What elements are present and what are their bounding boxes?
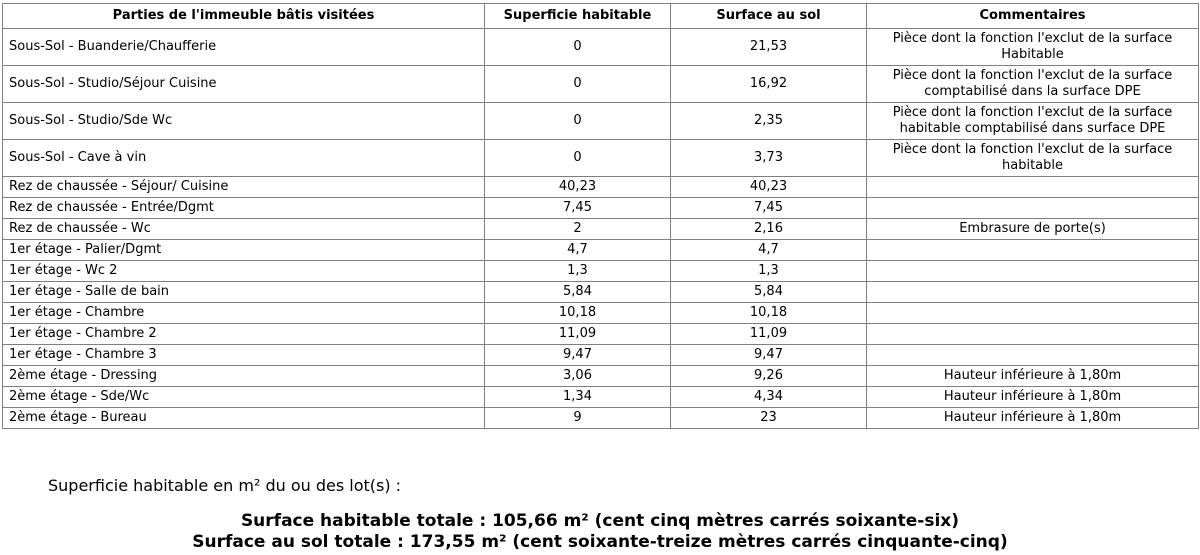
cell-sol: 40,23 [670,176,867,198]
cell-sol: 10,18 [670,302,867,324]
table-row: 2ème étage - Sde/Wc 1,34 4,34 Hauteur in… [2,386,1199,408]
comment-line: habitable [1002,158,1063,173]
cell-comment: Hauteur inférieure à 1,80m [866,365,1199,387]
cell-part: 2ème étage - Dressing [2,365,485,387]
cell-sol: 4,7 [670,239,867,261]
cell-comment [866,197,1199,219]
cell-part: Rez de chaussée - Séjour/ Cuisine [2,176,485,198]
cell-part: 1er étage - Chambre 2 [2,323,485,345]
cell-part: 1er étage - Wc 2 [2,260,485,282]
table-row: Sous-Sol - Studio/Séjour Cuisine 0 16,92… [2,65,1199,103]
cell-comment: Embrasure de porte(s) [866,218,1199,240]
header-comment: Commentaires [866,3,1199,29]
cell-sol: 9,26 [670,365,867,387]
comment-line: comptabilisé dans la surface DPE [924,84,1141,99]
summary-label: Superficie habitable en m² du ou des lot… [48,476,402,495]
cell-part: 1er étage - Salle de bain [2,281,485,303]
cell-part: Sous-Sol - Studio/Séjour Cuisine [2,65,485,103]
cell-sol: 3,73 [670,139,867,177]
total-sol: Surface au sol totale : 173,55 m² (cent … [192,532,1008,552]
cell-sol: 4,34 [670,386,867,408]
table-row: Rez de chaussée - Wc 2 2,16 Embrasure de… [2,218,1199,240]
cell-comment [866,302,1199,324]
table-row: 1er étage - Chambre 2 11,09 11,09 [2,323,1199,345]
header-habitable: Superficie habitable [484,3,671,29]
cell-part: Rez de chaussée - Wc [2,218,485,240]
table-row: Sous-Sol - Cave à vin 0 3,73 Pièce dont … [2,139,1199,177]
cell-part: Sous-Sol - Cave à vin [2,139,485,177]
cell-comment: Hauteur inférieure à 1,80m [866,386,1199,408]
total-habitable: Surface habitable totale : 105,66 m² (ce… [240,511,960,531]
cell-sol: 7,45 [670,197,867,219]
cell-habitable: 2 [484,218,671,240]
cell-habitable: 0 [484,65,671,103]
cell-habitable: 5,84 [484,281,671,303]
table-row: 2ème étage - Dressing 3,06 9,26 Hauteur … [2,365,1199,387]
cell-comment [866,281,1199,303]
cell-comment: Pièce dont la fonction l'exclut de la su… [866,102,1199,140]
cell-habitable: 40,23 [484,176,671,198]
cell-part: Rez de chaussée - Entrée/Dgmt [2,197,485,219]
cell-habitable: 0 [484,102,671,140]
table-row: Rez de chaussée - Entrée/Dgmt 7,45 7,45 [2,197,1199,219]
cell-comment [866,176,1199,198]
cell-comment [866,323,1199,345]
surfaces-table: Parties de l'immeuble bâtis visitées Sup… [2,3,1199,429]
cell-part: 1er étage - Chambre [2,302,485,324]
table-row: 1er étage - Palier/Dgmt 4,7 4,7 [2,239,1199,261]
comment-line: Pièce dont la fonction l'exclut de la su… [892,31,1173,46]
cell-habitable: 1,34 [484,386,671,408]
comment-line: Pièce dont la fonction l'exclut de la su… [892,105,1173,120]
cell-habitable: 7,45 [484,197,671,219]
cell-comment [866,344,1199,366]
cell-sol: 2,16 [670,218,867,240]
cell-comment [866,260,1199,282]
table-row: Rez de chaussée - Séjour/ Cuisine 40,23 … [2,176,1199,198]
header-sol: Surface au sol [670,3,867,29]
table-row: 1er étage - Salle de bain 5,84 5,84 [2,281,1199,303]
cell-sol: 23 [670,407,867,429]
cell-comment: Pièce dont la fonction l'exclut de la su… [866,28,1199,66]
cell-comment: Pièce dont la fonction l'exclut de la su… [866,139,1199,177]
cell-part: 1er étage - Palier/Dgmt [2,239,485,261]
cell-habitable: 0 [484,28,671,66]
cell-habitable: 0 [484,139,671,177]
table-row: Sous-Sol - Buanderie/Chaufferie 0 21,53 … [2,28,1199,66]
cell-comment: Hauteur inférieure à 1,80m [866,407,1199,429]
cell-habitable: 3,06 [484,365,671,387]
comment-line: Pièce dont la fonction l'exclut de la su… [892,68,1173,83]
table-row: 1er étage - Chambre 10,18 10,18 [2,302,1199,324]
cell-sol: 5,84 [670,281,867,303]
header-part: Parties de l'immeuble bâtis visitées [2,3,485,29]
comment-line: Habitable [1001,47,1064,62]
cell-part: Sous-Sol - Buanderie/Chaufferie [2,28,485,66]
table-row: Sous-Sol - Studio/Sde Wc 0 2,35 Pièce do… [2,102,1199,140]
cell-part: 2ème étage - Sde/Wc [2,386,485,408]
cell-habitable: 9,47 [484,344,671,366]
table-row: 2ème étage - Bureau 9 23 Hauteur inférie… [2,407,1199,429]
cell-part: 2ème étage - Bureau [2,407,485,429]
cell-sol: 2,35 [670,102,867,140]
cell-habitable: 11,09 [484,323,671,345]
comment-line: habitable comptabilisé dans surface DPE [899,121,1166,136]
table-header-row: Parties de l'immeuble bâtis visitées Sup… [2,3,1199,29]
cell-habitable: 9 [484,407,671,429]
cell-part: 1er étage - Chambre 3 [2,344,485,366]
cell-sol: 16,92 [670,65,867,103]
cell-habitable: 10,18 [484,302,671,324]
cell-habitable: 4,7 [484,239,671,261]
table-row: 1er étage - Wc 2 1,3 1,3 [2,260,1199,282]
cell-habitable: 1,3 [484,260,671,282]
cell-sol: 9,47 [670,344,867,366]
cell-sol: 1,3 [670,260,867,282]
cell-sol: 11,09 [670,323,867,345]
cell-comment [866,239,1199,261]
comment-line: Pièce dont la fonction l'exclut de la su… [892,142,1173,157]
table-row: 1er étage - Chambre 3 9,47 9,47 [2,344,1199,366]
cell-part: Sous-Sol - Studio/Sde Wc [2,102,485,140]
cell-sol: 21,53 [670,28,867,66]
cell-comment: Pièce dont la fonction l'exclut de la su… [866,65,1199,103]
